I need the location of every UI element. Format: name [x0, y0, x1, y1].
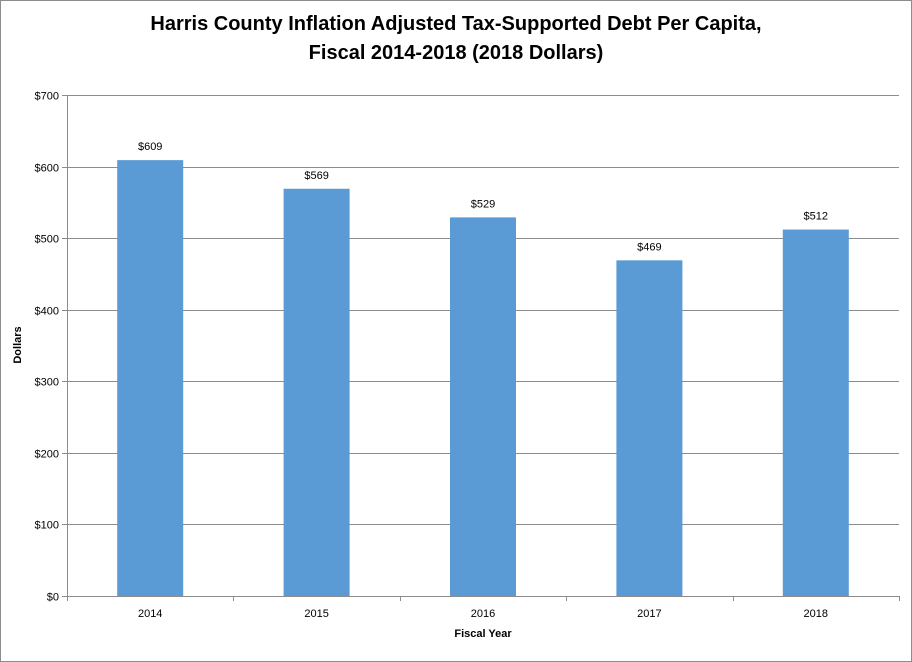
x-tick-label: 2015	[304, 608, 328, 620]
data-label: $569	[304, 170, 328, 182]
y-tick-label: $500	[35, 234, 59, 246]
bar	[117, 160, 184, 596]
bar	[450, 217, 516, 596]
data-label: $529	[471, 198, 495, 210]
y-tick-label: $400	[35, 306, 59, 318]
data-label: $512	[804, 211, 828, 223]
chart-title-line-2: Fiscal 2014-2018 (2018 Dollars)	[308, 42, 604, 64]
x-tick-label: 2016	[471, 608, 495, 620]
y-tick-label: $300	[35, 377, 59, 389]
bar	[782, 229, 849, 596]
chart-title: Harris County Inflation Adjusted Tax-Sup…	[0, 10, 912, 68]
bar	[283, 188, 350, 596]
y-tick-label: $0	[47, 592, 59, 604]
x-tick-label: 2018	[804, 608, 828, 620]
y-axis-label: Dollars	[12, 326, 24, 363]
x-axis-tick-labels: 2014 2015 2016 2017 2018	[138, 608, 828, 620]
chart-title-line-1: Harris County Inflation Adjusted Tax-Sup…	[150, 13, 762, 35]
y-tick-label: $700	[35, 91, 59, 103]
y-tick-label: $200	[35, 449, 59, 461]
bars	[117, 160, 849, 596]
data-labels: $609 $569 $529 $469 $512	[138, 141, 828, 253]
axes	[67, 95, 899, 597]
x-tick-label: 2017	[637, 608, 661, 620]
y-tick-label: $100	[35, 520, 59, 532]
x-tick-label: 2014	[138, 608, 162, 620]
x-axis-label: Fiscal Year	[454, 628, 512, 640]
y-axis-tick-labels: $0 $100 $200 $300 $400 $500 $600 $700	[35, 91, 59, 604]
bar	[616, 260, 683, 596]
data-label: $609	[138, 141, 162, 153]
data-label: $469	[637, 241, 661, 253]
y-tick-label: $600	[35, 163, 59, 175]
